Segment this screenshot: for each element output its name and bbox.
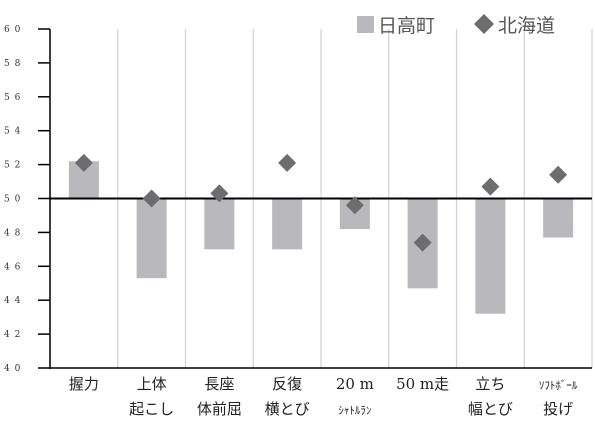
y-tick-label: 5 0: [4, 195, 21, 205]
y-tick-label: 5 8: [4, 59, 21, 69]
y-tick-label: 4 8: [4, 228, 21, 238]
y-tick-label: 4 0: [4, 364, 21, 374]
legend-swatch-hidaka: [357, 16, 374, 33]
y-tick-label: 6 0: [4, 25, 21, 35]
legend-marker-hokkaido: [474, 14, 494, 34]
x-tick-label: 反復: [272, 375, 302, 393]
marker-hokkaido: [481, 177, 500, 196]
x-tick-label: ｿﾌﾄﾎﾞｰﾙ: [539, 379, 578, 392]
x-tick-label: 横とび: [265, 400, 310, 418]
legend-label-hokkaido: 北海道: [498, 15, 555, 37]
marker-hokkaido: [549, 165, 568, 184]
x-tick-label: 起こし: [129, 400, 174, 418]
y-tick-label: 5 4: [4, 127, 21, 137]
legend-label-hidaka: 日高町: [378, 15, 435, 37]
marker-hokkaido: [345, 196, 364, 215]
x-tick-label: 20 m: [336, 375, 374, 393]
x-tick-label: 握力: [69, 375, 99, 393]
bar-hidaka: [272, 198, 303, 250]
y-tick-label: 5 2: [4, 161, 21, 171]
marker-hokkaido: [413, 233, 432, 252]
x-tick-label: 幅とび: [468, 400, 513, 418]
y-axis: 6 0 5 8 5 6 5 4 5 2 5 0 4 8 4 6 4 4 4 2 4 0: [4, 25, 592, 374]
marker-hokkaido: [210, 184, 229, 203]
x-tick-label: 長座: [204, 375, 234, 393]
y-tick-label: 4 2: [4, 330, 21, 340]
markers-hokkaido: [74, 153, 568, 252]
x-tick-label: 上体: [137, 375, 167, 393]
marker-hokkaido: [142, 189, 161, 208]
y-tick-label: 5 6: [4, 93, 21, 103]
bar-hidaka: [204, 198, 235, 250]
x-tick-label: 体前屈: [197, 400, 242, 418]
marker-hokkaido: [74, 153, 93, 172]
bar-hidaka: [543, 198, 574, 238]
y-tick-label: 4 6: [4, 262, 21, 272]
x-tick-label: 50 m走: [396, 375, 449, 393]
legend: 日高町 北海道: [357, 14, 555, 37]
x-tick-label: 投げ: [543, 400, 573, 418]
bar-hidaka: [136, 198, 167, 279]
bar-hidaka: [475, 198, 506, 314]
x-tick-label: 立ち: [475, 375, 505, 393]
marker-hokkaido: [278, 153, 297, 172]
x-tick-label: ｼｬﾄﾙﾗﾝ: [338, 404, 371, 417]
y-tick-label: 4 4: [4, 296, 21, 306]
